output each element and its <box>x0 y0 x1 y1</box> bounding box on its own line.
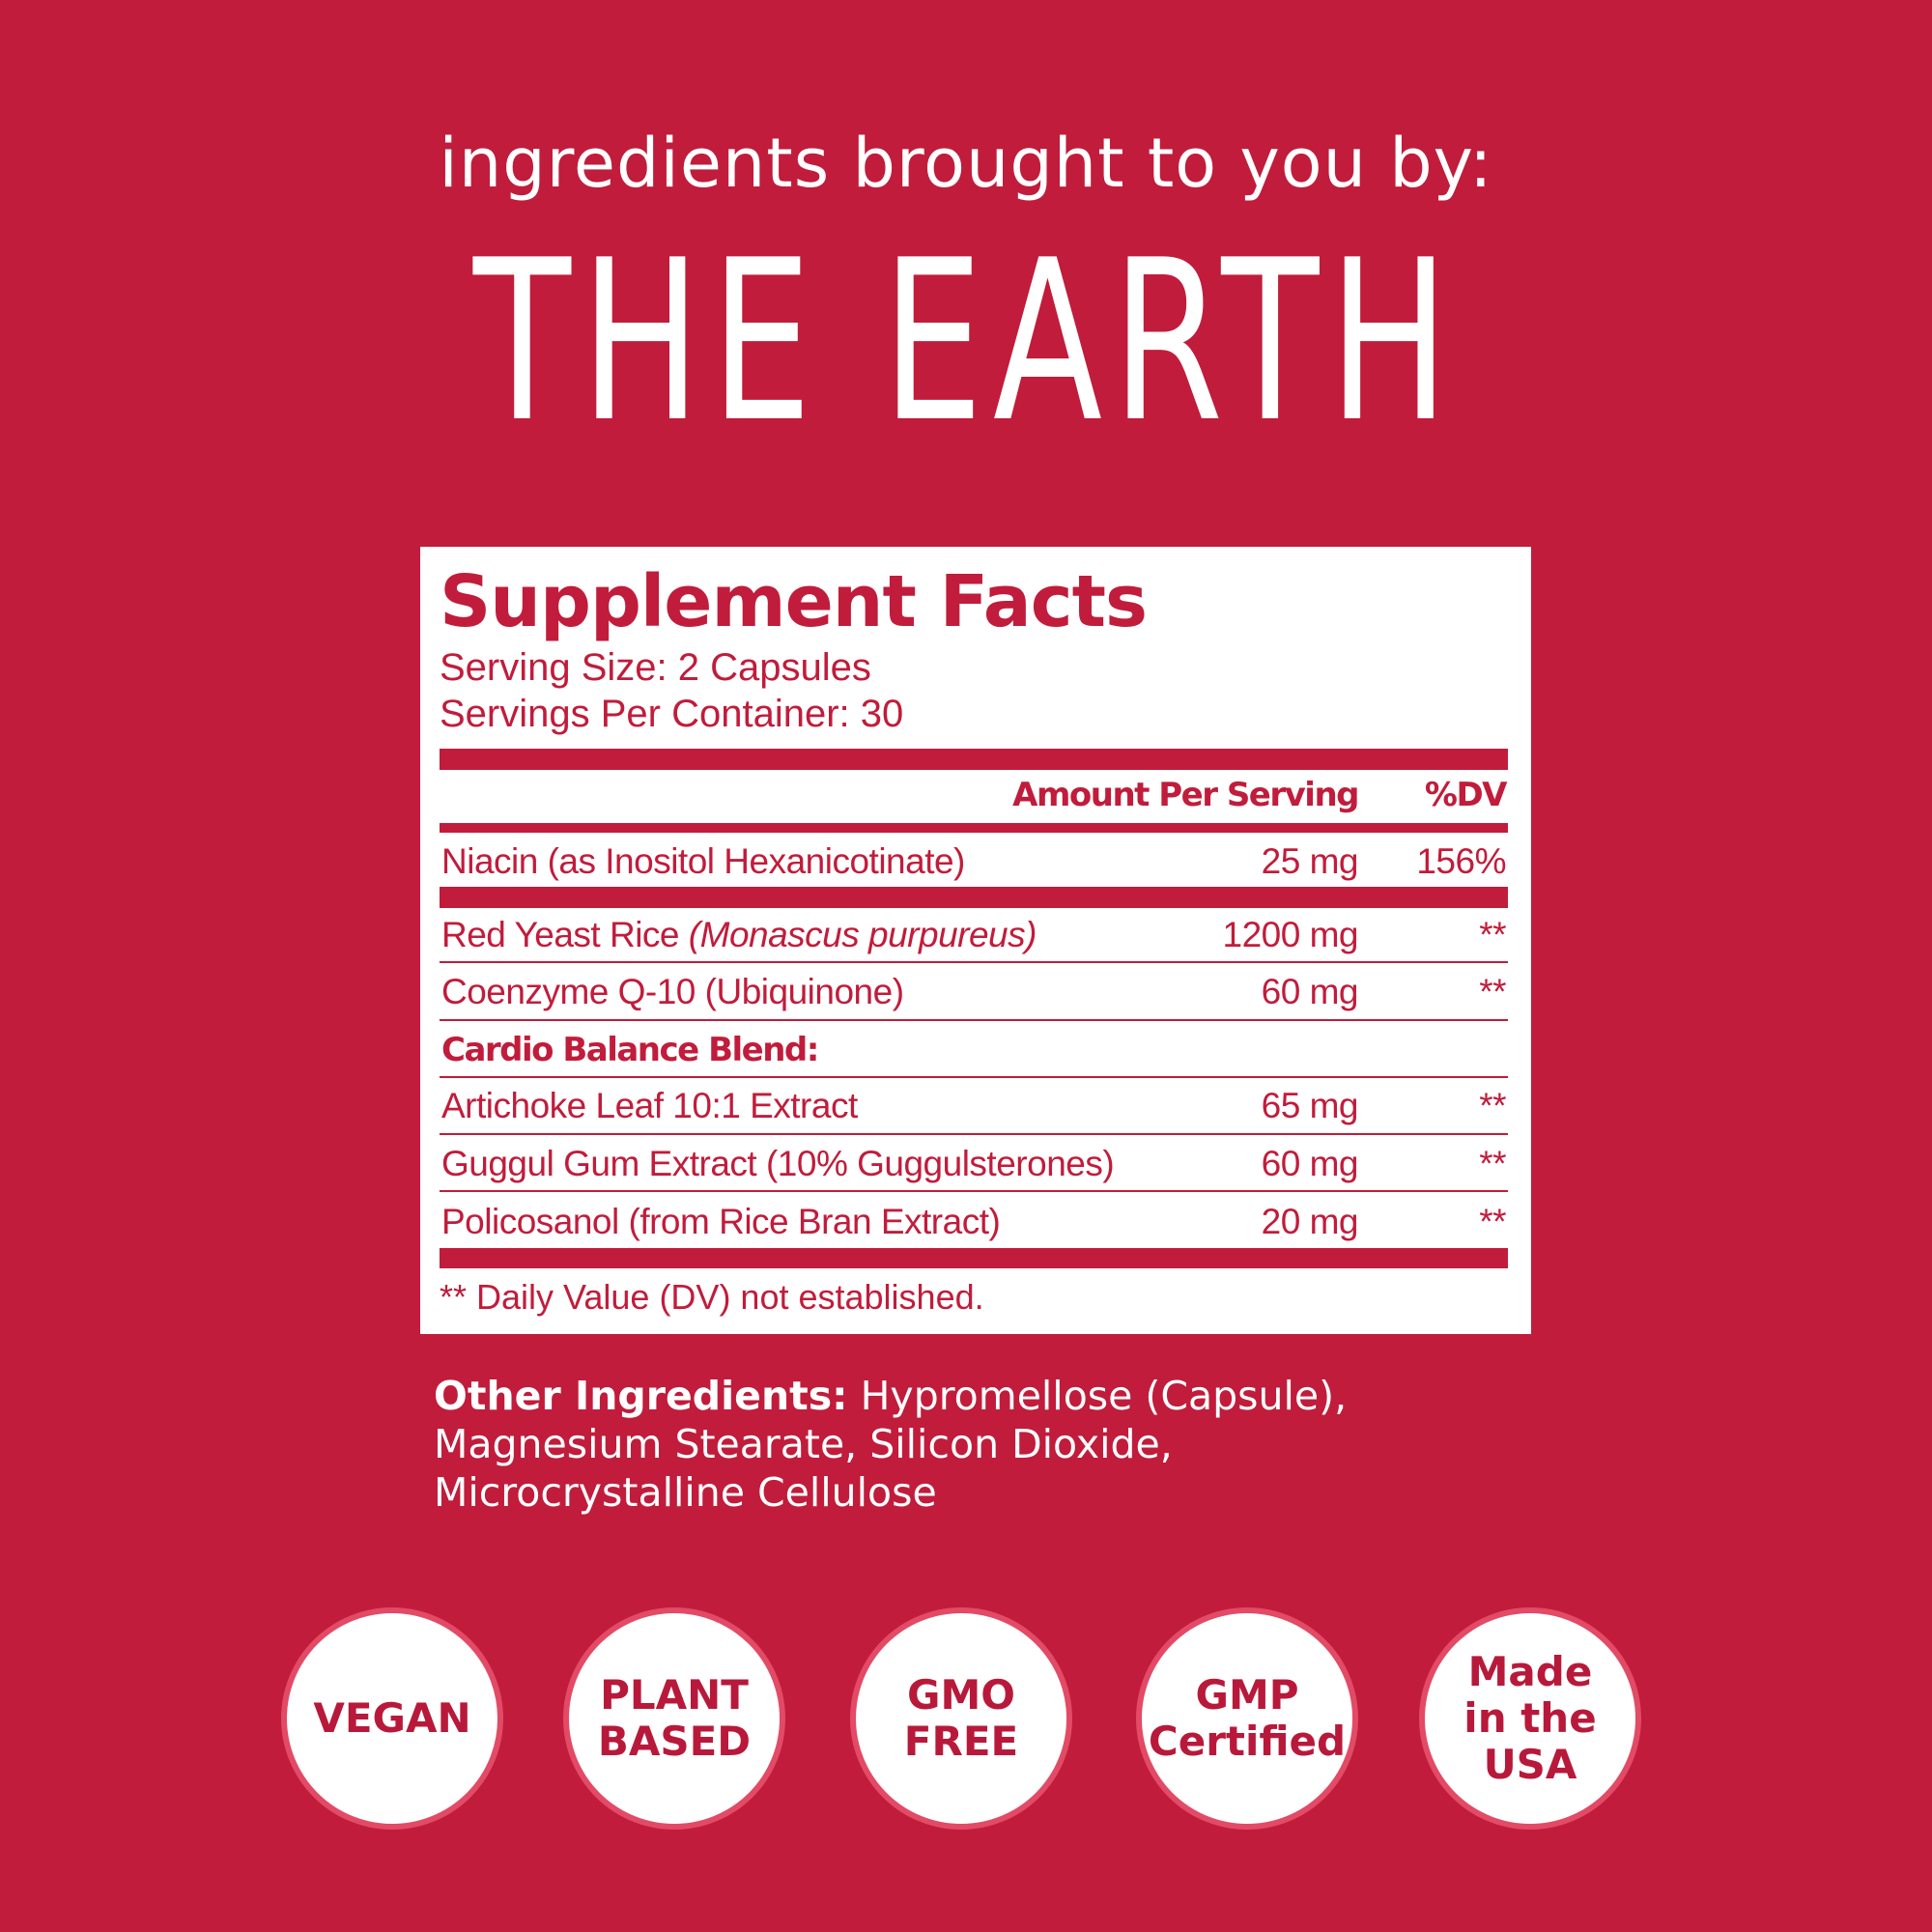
facts-title: Supplement Facts <box>440 560 1148 643</box>
ingredient-dv: ** <box>1479 915 1506 954</box>
divider-thick <box>440 887 1508 908</box>
servings-per-container: Servings Per Container: 30 <box>440 693 904 735</box>
divider-thick <box>440 1248 1508 1268</box>
column-header-row: Amount Per Serving %DV <box>440 776 1508 814</box>
divider <box>440 961 1508 963</box>
badge-gmo-free: GMO FREE <box>850 1607 1072 1830</box>
ingredient-name: Guggul Gum Extract (10% Guggulsterones) <box>441 1144 1115 1183</box>
ingredient-name: Red Yeast Rice (Monascus purpureus) <box>441 915 1037 955</box>
col-dv: %DV <box>1424 776 1508 814</box>
ingredient-dv: ** <box>1479 972 1506 1011</box>
supplement-facts-panel: Supplement Facts Serving Size: 2 Capsule… <box>420 547 1531 1334</box>
divider <box>440 1019 1508 1021</box>
other-ingredients-text: Hypromellose (Capsule), <box>847 1373 1348 1419</box>
divider-thick <box>440 749 1508 770</box>
ingredient-name: Niacin (as Inositol Hexanicotinate) <box>441 841 965 881</box>
tagline: ingredients brought to you by: <box>439 124 1493 203</box>
ingredient-name: Artichoke Leaf 10:1 Extract <box>441 1086 858 1125</box>
ingredient-name-text: Red Yeast Rice <box>441 915 689 954</box>
ingredient-latin-name: (Monascus purpureus) <box>688 915 1037 954</box>
ingredient-dv: 156% <box>1416 841 1506 881</box>
divider <box>440 1133 1508 1135</box>
ingredient-name: Policosanol (from Rice Bran Extract) <box>441 1202 1001 1241</box>
badge-made-in-usa: Made in the USA <box>1419 1607 1641 1830</box>
fact-row: Guggul Gum Extract (10% Guggulsterones) … <box>440 1144 1508 1183</box>
other-ingredients: Other Ingredients: Hypromellose (Capsule… <box>434 1372 1347 1517</box>
ingredient-amount: 60 mg <box>1261 1144 1359 1183</box>
badge-gmp-certified: GMP Certified <box>1136 1607 1358 1830</box>
fact-row: Artichoke Leaf 10:1 Extract 65 mg ** <box>440 1086 1508 1125</box>
ingredient-amount: 20 mg <box>1261 1202 1359 1241</box>
other-ingredients-label: Other Ingredients: <box>434 1373 848 1419</box>
blend-name: Cardio Balance Blend: <box>441 1031 819 1069</box>
ingredient-amount: 60 mg <box>1261 972 1359 1011</box>
ingredient-dv: ** <box>1479 1144 1506 1183</box>
fact-row: Red Yeast Rice (Monascus purpureus) 1200… <box>440 915 1508 955</box>
brand-title: THE EARTH <box>472 213 1460 471</box>
ingredient-dv: ** <box>1479 1202 1506 1241</box>
divider <box>440 1190 1508 1192</box>
blend-header-row: Cardio Balance Blend: <box>440 1031 1508 1069</box>
fact-row: Policosanol (from Rice Bran Extract) 20 … <box>440 1202 1508 1241</box>
serving-size: Serving Size: 2 Capsules <box>440 646 871 689</box>
badge-plant-based: PLANT BASED <box>563 1607 785 1830</box>
ingredient-amount: 25 mg <box>1261 841 1359 881</box>
fact-row: Coenzyme Q-10 (Ubiquinone) 60 mg ** <box>440 972 1508 1011</box>
divider-medium <box>440 823 1508 833</box>
footnote: ** Daily Value (DV) not established. <box>440 1277 984 1317</box>
fact-row: Niacin (as Inositol Hexanicotinate) 25 m… <box>440 841 1508 881</box>
other-ingredients-text: Magnesium Stearate, Silicon Dioxide, <box>434 1421 1173 1467</box>
divider <box>440 1076 1508 1078</box>
ingredient-amount: 1200 mg <box>1222 915 1359 954</box>
ingredient-name: Coenzyme Q-10 (Ubiquinone) <box>441 972 904 1011</box>
ingredient-dv: ** <box>1479 1086 1506 1125</box>
ingredient-amount: 65 mg <box>1261 1086 1359 1125</box>
badge-vegan: VEGAN <box>281 1607 503 1830</box>
other-ingredients-text: Microcrystalline Cellulose <box>434 1469 937 1516</box>
col-amount: Amount Per Serving <box>1012 776 1359 814</box>
